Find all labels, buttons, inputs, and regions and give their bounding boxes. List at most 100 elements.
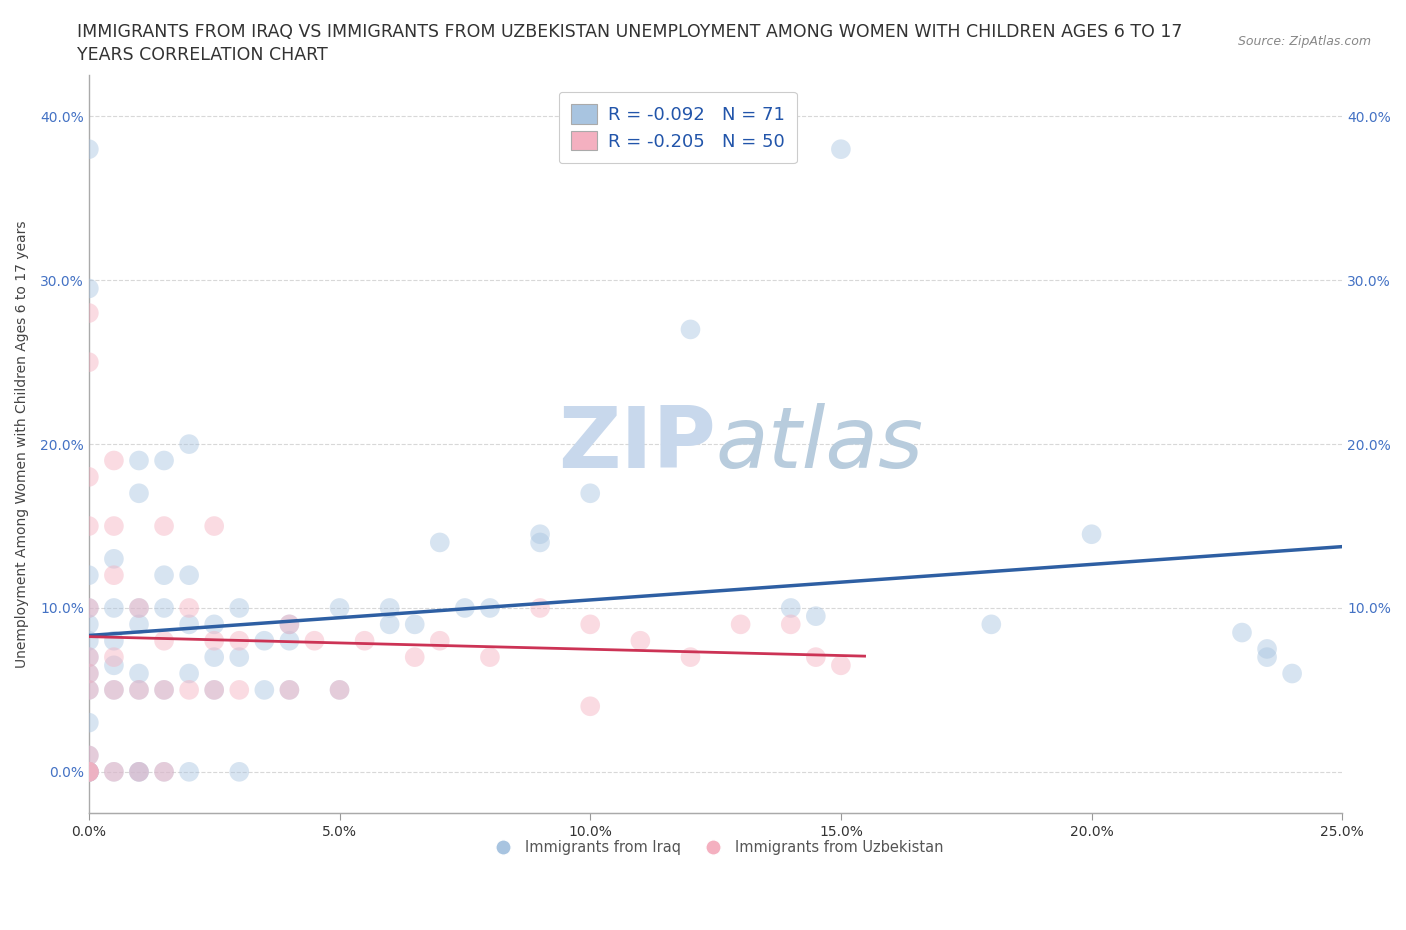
Point	[579, 485, 602, 500]
Point	[77, 567, 100, 582]
Point	[328, 683, 350, 698]
Point	[103, 764, 125, 779]
Point	[77, 683, 100, 698]
Point	[1256, 642, 1278, 657]
Point	[128, 764, 150, 779]
Point	[378, 617, 401, 631]
Point	[253, 683, 276, 698]
Text: IMMIGRANTS FROM IRAQ VS IMMIGRANTS FROM UZBEKISTAN UNEMPLOYMENT AMONG WOMEN WITH: IMMIGRANTS FROM IRAQ VS IMMIGRANTS FROM …	[77, 23, 1182, 41]
Point	[128, 683, 150, 698]
Point	[153, 519, 176, 534]
Point	[179, 567, 201, 582]
Point	[980, 617, 1002, 631]
Point	[128, 683, 150, 698]
Point	[404, 617, 426, 631]
Point	[579, 698, 602, 713]
Point	[429, 633, 451, 648]
Point	[529, 526, 551, 541]
Point	[429, 535, 451, 550]
Point	[202, 633, 225, 648]
Point	[77, 141, 100, 156]
Point	[804, 650, 827, 665]
Point	[77, 306, 100, 321]
Point	[77, 601, 100, 616]
Point	[328, 683, 350, 698]
Point	[128, 453, 150, 468]
Point	[1080, 526, 1102, 541]
Point	[103, 658, 125, 672]
Text: ZIP: ZIP	[558, 403, 716, 485]
Point	[328, 601, 350, 616]
Point	[529, 601, 551, 616]
Text: Source: ZipAtlas.com: Source: ZipAtlas.com	[1237, 35, 1371, 48]
Point	[1256, 650, 1278, 665]
Point	[77, 617, 100, 631]
Point	[179, 601, 201, 616]
Point	[103, 650, 125, 665]
Point	[179, 617, 201, 631]
Point	[830, 141, 852, 156]
Point	[103, 551, 125, 566]
Point	[128, 764, 150, 779]
Point	[103, 683, 125, 698]
Point	[77, 470, 100, 485]
Point	[779, 601, 801, 616]
Point	[628, 633, 651, 648]
Point	[128, 485, 150, 500]
Point	[228, 764, 250, 779]
Point	[804, 609, 827, 624]
Point	[128, 617, 150, 631]
Point	[179, 683, 201, 698]
Point	[153, 453, 176, 468]
Point	[202, 683, 225, 698]
Point	[202, 617, 225, 631]
Point	[228, 650, 250, 665]
Point	[77, 354, 100, 369]
Point	[278, 633, 301, 648]
Point	[103, 764, 125, 779]
Point	[153, 683, 176, 698]
Point	[830, 658, 852, 672]
Point	[77, 683, 100, 698]
Point	[77, 764, 100, 779]
Point	[679, 650, 702, 665]
Point	[179, 437, 201, 452]
Point	[278, 683, 301, 698]
Point	[77, 764, 100, 779]
Point	[77, 519, 100, 534]
Point	[378, 601, 401, 616]
Text: YEARS CORRELATION CHART: YEARS CORRELATION CHART	[77, 46, 328, 64]
Point	[228, 633, 250, 648]
Point	[779, 617, 801, 631]
Point	[202, 683, 225, 698]
Point	[679, 322, 702, 337]
Point	[128, 601, 150, 616]
Point	[579, 617, 602, 631]
Point	[153, 601, 176, 616]
Point	[179, 764, 201, 779]
Point	[103, 453, 125, 468]
Point	[103, 601, 125, 616]
Point	[478, 601, 501, 616]
Point	[153, 764, 176, 779]
Point	[77, 764, 100, 779]
Point	[77, 748, 100, 763]
Point	[77, 764, 100, 779]
Point	[103, 519, 125, 534]
Legend: Immigrants from Iraq, Immigrants from Uzbekistan: Immigrants from Iraq, Immigrants from Uz…	[482, 834, 949, 861]
Point	[529, 535, 551, 550]
Point	[228, 601, 250, 616]
Point	[353, 633, 375, 648]
Point	[730, 617, 752, 631]
Point	[128, 601, 150, 616]
Point	[103, 683, 125, 698]
Point	[278, 617, 301, 631]
Point	[202, 519, 225, 534]
Point	[128, 764, 150, 779]
Point	[77, 748, 100, 763]
Point	[454, 601, 477, 616]
Point	[77, 764, 100, 779]
Point	[103, 633, 125, 648]
Point	[77, 666, 100, 681]
Point	[228, 683, 250, 698]
